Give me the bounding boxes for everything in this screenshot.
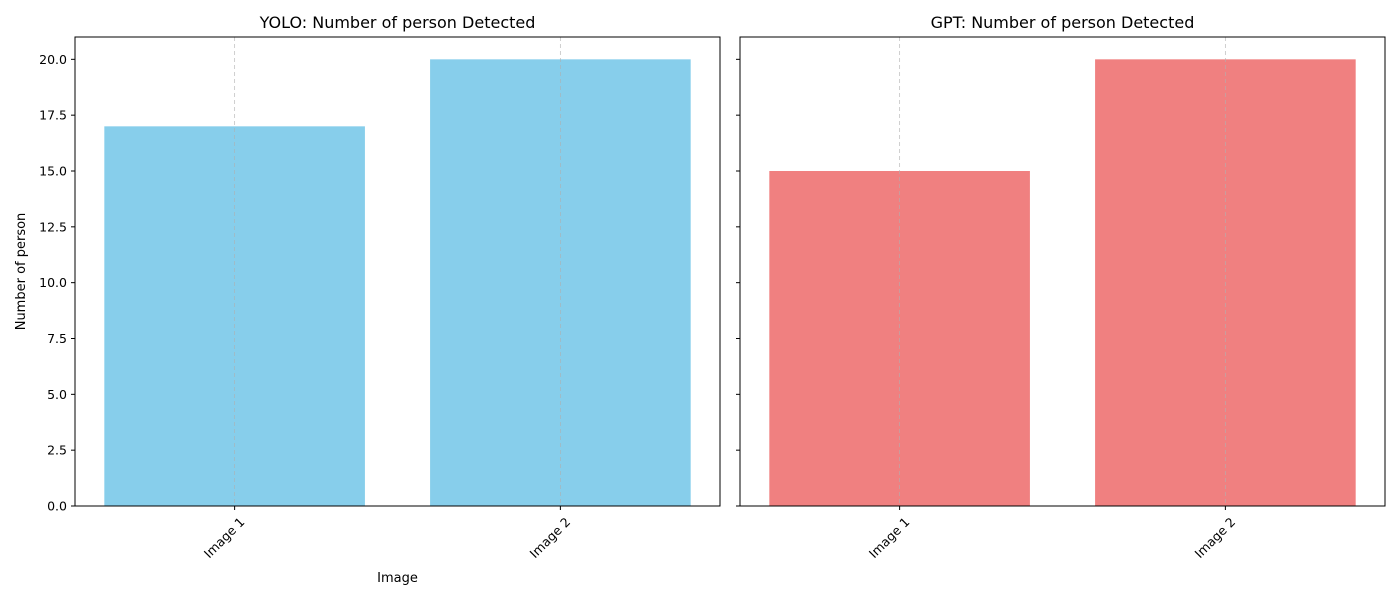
x-tick-label: Image 1 bbox=[866, 514, 913, 561]
chart-title: YOLO: Number of person Detected bbox=[259, 13, 536, 32]
chart-panel-1: Image 1 Image 20.02.55.07.510.012.515.017… bbox=[14, 13, 721, 586]
y-tick-label: 12.5 bbox=[39, 219, 67, 234]
y-tick-label: 10.0 bbox=[39, 275, 67, 290]
plot-frame bbox=[74, 36, 721, 507]
y-tick-label: 17.5 bbox=[39, 108, 67, 123]
x-tick-label: Image 2 bbox=[527, 514, 574, 561]
x-tick-label: Image 2 bbox=[1192, 514, 1239, 561]
y-axis-label: Number of person bbox=[14, 213, 29, 331]
chart-panel-2: Image 1 Image 2 GPT: Number of person Dete… bbox=[736, 13, 1386, 561]
y-tick-label: 20.0 bbox=[39, 52, 67, 67]
chart-title: GPT: Number of person Detected bbox=[931, 13, 1195, 32]
y-tick-label: 7.5 bbox=[47, 331, 67, 346]
plot-frame bbox=[739, 36, 1386, 507]
y-tick-label: 5.0 bbox=[47, 387, 67, 402]
x-tick-label: Image 1 bbox=[201, 514, 248, 561]
bar bbox=[104, 126, 365, 506]
y-tick-label: 2.5 bbox=[47, 443, 67, 458]
x-axis-label: Image bbox=[377, 571, 418, 586]
y-tick-label: 0.0 bbox=[47, 499, 67, 514]
y-tick-label: 15.0 bbox=[39, 164, 67, 179]
